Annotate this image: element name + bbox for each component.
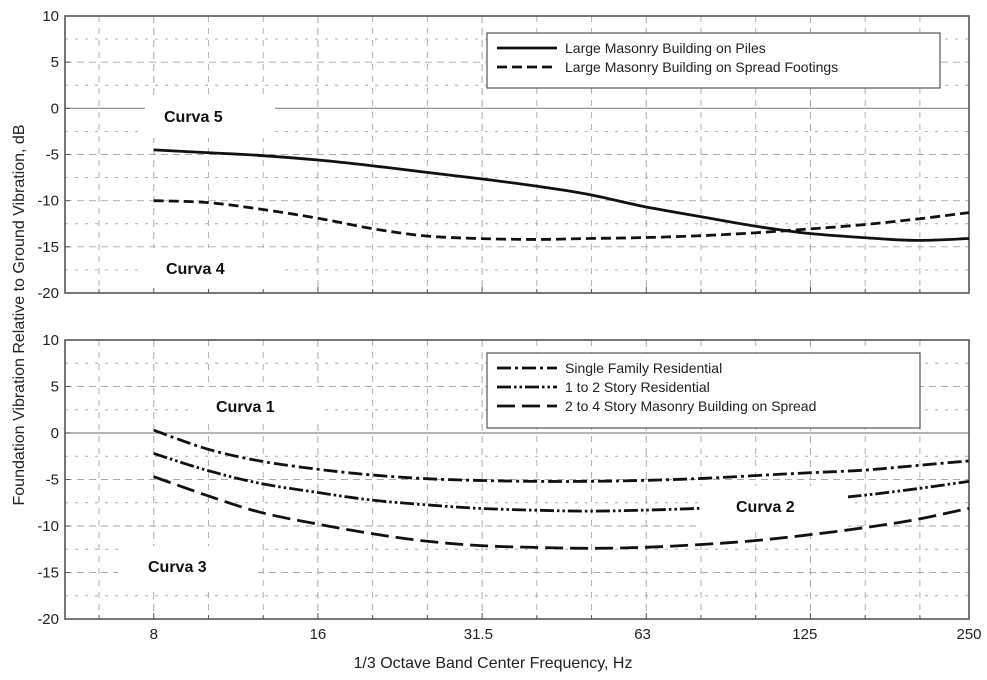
x-tick-label: 250 <box>956 626 981 643</box>
x-tick-label: 16 <box>310 626 327 643</box>
series-line <box>153 428 970 483</box>
legend-entry: 2 to 4 Story Masonry Building on Spread <box>565 398 816 414</box>
y-tick-label: -15 <box>37 565 59 582</box>
y-tick-label: 10 <box>42 332 59 349</box>
series-line <box>153 199 970 241</box>
y-tick-label: -10 <box>37 518 59 535</box>
curva2-label: Curva 2 <box>736 499 795 516</box>
series-line <box>153 475 970 550</box>
legend-entry: Large Masonry Building on Spread Footing… <box>565 59 838 75</box>
y-tick-label: -10 <box>37 193 59 210</box>
y-tick-label: -5 <box>46 472 59 489</box>
legend: Large Masonry Building on Piles Large Mas… <box>486 32 941 89</box>
legend-entry: 1 to 2 Story Residential <box>565 379 710 395</box>
curva3-annotation: Curva 3 <box>118 546 258 588</box>
y-tick-label: -5 <box>46 147 59 164</box>
y-axis-title: Foundation Vibration Relative to Ground … <box>11 125 28 506</box>
y-tick-label: 5 <box>51 54 59 71</box>
series-line <box>153 148 970 242</box>
legend-entry: Large Masonry Building on Piles <box>565 40 766 56</box>
curva5-annotation: Curva 5 <box>145 96 275 138</box>
x-axis-title: 1/3 Octave Band Center Frequency, Hz <box>354 655 633 672</box>
legend-box <box>486 352 921 429</box>
y-tick-label: 0 <box>51 425 59 442</box>
plot-frame <box>64 15 970 294</box>
y-tick-label: 10 <box>42 8 59 25</box>
y-tick-label: 0 <box>51 100 59 117</box>
x-tick-label: 8 <box>150 626 158 643</box>
legend-box <box>486 32 941 89</box>
legend: Single Family Residential 1 to 2 Story Re… <box>486 352 921 429</box>
top-panel: 10 5 0 -5 -10 -15 -20 Large Masonry Building on… <box>37 8 970 302</box>
x-tick-label: 125 <box>792 626 817 643</box>
y-tick-label: -20 <box>37 611 59 628</box>
curva4-annotation: Curva 4 <box>138 248 278 288</box>
legend-entry: Single Family Residential <box>565 360 722 376</box>
y-tick-label: -20 <box>37 285 59 302</box>
x-tick-label: 63 <box>634 626 651 643</box>
y-tick-label: -15 <box>37 239 59 256</box>
curva3-label: Curva 3 <box>148 559 207 576</box>
x-tick-label: 31.5 <box>464 626 493 643</box>
curva2-annotation: Curva 2 <box>700 486 848 528</box>
curva4-label: Curva 4 <box>166 261 225 278</box>
curva5-label: Curva 5 <box>164 109 223 126</box>
curva1-annotation: Curva 1 <box>190 388 320 424</box>
curva1-label: Curva 1 <box>216 399 275 416</box>
y-tick-label: 5 <box>51 379 59 396</box>
plot-frame <box>64 339 970 620</box>
